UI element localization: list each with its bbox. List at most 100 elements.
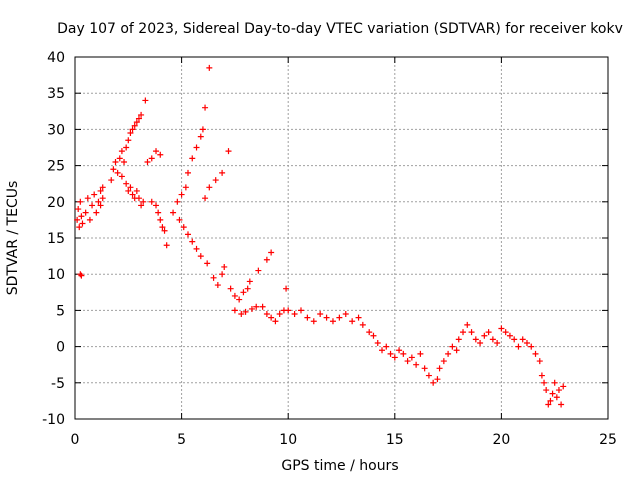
data-point-marker xyxy=(391,354,398,361)
data-point-marker xyxy=(379,347,386,354)
data-point-marker xyxy=(349,318,356,325)
data-point-marker xyxy=(178,191,185,198)
data-point-marker xyxy=(231,292,238,299)
data-point-marker xyxy=(184,231,191,238)
x-tick-label: 20 xyxy=(492,432,510,448)
data-point-marker xyxy=(157,151,164,158)
data-point-marker xyxy=(123,144,130,151)
data-point-marker xyxy=(304,314,311,321)
data-point-marker xyxy=(79,220,86,227)
data-point-marker xyxy=(157,216,164,223)
data-point-marker xyxy=(323,314,330,321)
y-tick-label: 25 xyxy=(47,159,65,175)
data-point-marker xyxy=(78,272,85,279)
data-point-marker xyxy=(329,318,336,325)
data-point-marker xyxy=(144,158,151,165)
data-point-marker xyxy=(283,285,290,292)
data-point-marker xyxy=(536,358,543,365)
data-point-marker xyxy=(108,177,115,184)
data-point-marker xyxy=(253,303,260,310)
y-tick-label: 5 xyxy=(56,303,65,319)
data-point-marker xyxy=(387,350,394,357)
y-tick-label: -10 xyxy=(42,412,65,428)
data-point-marker xyxy=(285,307,292,314)
data-point-marker xyxy=(133,119,140,126)
data-point-marker xyxy=(95,198,102,205)
data-point-marker xyxy=(110,166,117,173)
data-point-marker xyxy=(127,184,134,191)
data-point-marker xyxy=(97,187,104,194)
data-point-marker xyxy=(77,198,84,205)
data-point-marker xyxy=(541,379,548,386)
y-tick-label: 35 xyxy=(47,86,65,102)
data-points xyxy=(74,64,567,408)
data-point-marker xyxy=(400,350,407,357)
data-point-marker xyxy=(142,97,149,104)
data-point-marker xyxy=(193,245,200,252)
data-point-marker xyxy=(82,209,89,216)
x-tick-label: 15 xyxy=(386,432,404,448)
data-point-marker xyxy=(76,224,83,231)
y-tick-label: 20 xyxy=(47,195,65,211)
data-point-marker xyxy=(558,401,565,408)
y-tick-label: 10 xyxy=(47,267,65,283)
data-point-marker xyxy=(121,158,128,165)
data-point-marker xyxy=(370,332,377,339)
chart-title: Day 107 of 2023, Sidereal Day-to-day VTE… xyxy=(57,21,623,37)
data-point-marker xyxy=(210,274,217,281)
data-point-marker xyxy=(268,314,275,321)
data-point-marker xyxy=(170,209,177,216)
data-point-marker xyxy=(538,372,545,379)
data-point-marker xyxy=(449,343,456,350)
data-point-marker xyxy=(263,311,270,318)
data-point-marker xyxy=(477,339,484,346)
data-point-marker xyxy=(219,169,226,176)
data-point-marker xyxy=(212,177,219,184)
data-point-marker xyxy=(221,263,228,270)
data-point-marker xyxy=(116,155,123,162)
data-point-marker xyxy=(163,242,170,249)
data-point-marker xyxy=(472,336,479,343)
data-point-marker xyxy=(532,350,539,357)
data-point-marker xyxy=(291,311,298,318)
data-point-marker xyxy=(485,329,492,336)
data-point-marker xyxy=(127,130,134,137)
data-point-marker xyxy=(528,343,535,350)
data-point-marker xyxy=(114,169,121,176)
data-point-marker xyxy=(553,394,560,401)
data-point-marker xyxy=(489,336,496,343)
data-point-marker xyxy=(125,187,132,194)
data-point-marker xyxy=(359,321,366,328)
data-point-marker xyxy=(519,336,526,343)
data-point-marker xyxy=(404,358,411,365)
data-point-marker xyxy=(184,169,191,176)
data-point-marker xyxy=(417,350,424,357)
data-point-marker xyxy=(453,347,460,354)
data-point-marker xyxy=(202,104,209,111)
data-point-marker xyxy=(242,308,249,315)
data-point-marker xyxy=(84,195,91,202)
data-point-marker xyxy=(219,271,226,278)
data-point-marker xyxy=(227,285,234,292)
data-point-marker xyxy=(225,148,232,155)
data-point-marker xyxy=(464,321,471,328)
data-point-marker xyxy=(129,191,136,198)
data-point-marker xyxy=(138,202,145,209)
data-point-marker xyxy=(259,303,266,310)
data-point-marker xyxy=(189,238,196,245)
data-point-marker xyxy=(549,390,556,397)
x-axis-label: GPS time / hours xyxy=(281,458,398,474)
data-point-marker xyxy=(135,195,142,202)
data-point-marker xyxy=(460,329,467,336)
data-point-marker xyxy=(78,213,85,220)
data-point-marker xyxy=(240,289,247,296)
y-tick-label: 40 xyxy=(47,50,65,66)
data-point-marker xyxy=(148,198,155,205)
data-point-marker xyxy=(408,354,415,361)
y-axis-label: SDTVAR / TECUs xyxy=(5,181,21,296)
data-point-marker xyxy=(135,115,142,122)
y-tick-label: 0 xyxy=(56,340,65,356)
data-point-marker xyxy=(272,318,279,325)
data-point-marker xyxy=(91,191,98,198)
data-point-marker xyxy=(199,126,206,133)
